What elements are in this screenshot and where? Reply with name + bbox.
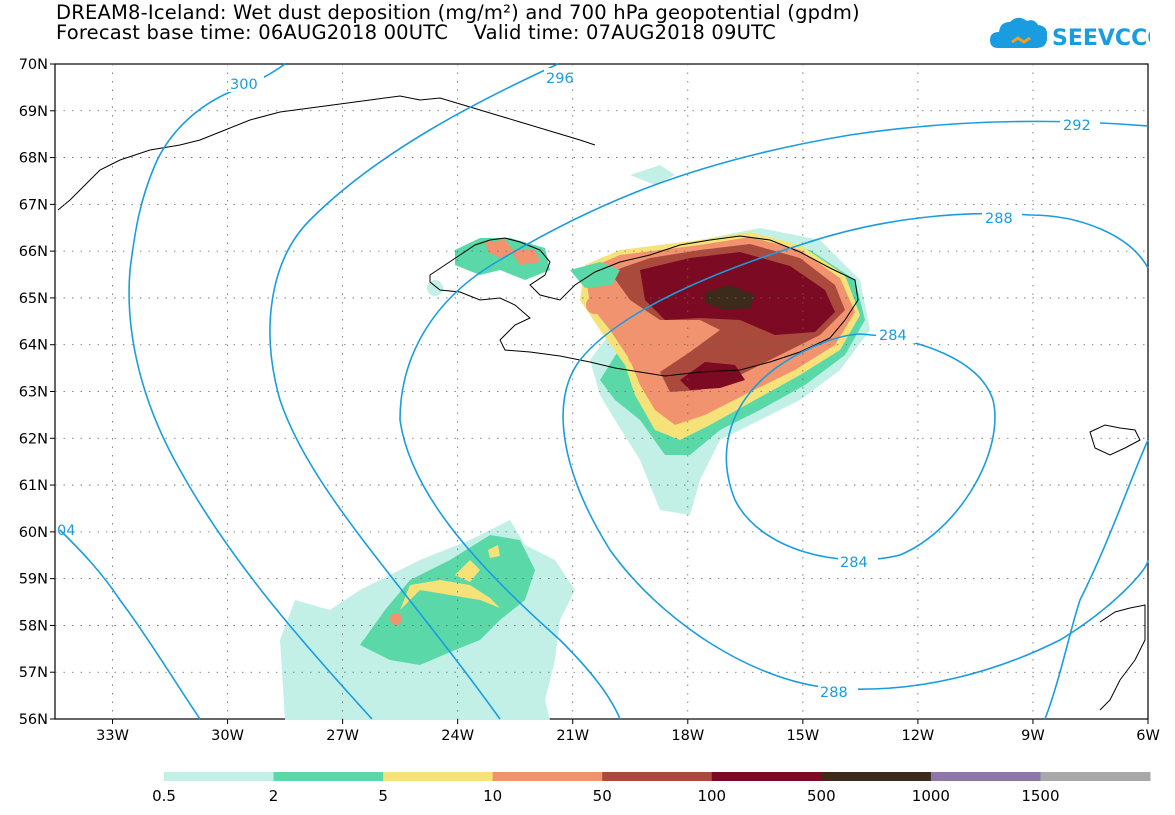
legend-swatch: [164, 772, 275, 781]
legend-swatch: [492, 772, 603, 781]
legend-swatch: [273, 772, 384, 781]
lat-label: 63N: [19, 385, 48, 401]
contour-292: [399, 120, 1149, 720]
dust-area-orange: [390, 613, 402, 625]
legend: 0.5 2 5 10 50 100 500 1000 1500: [152, 772, 1151, 805]
contour-label-284b: 284: [840, 555, 868, 571]
lon-label: 18W: [671, 728, 704, 744]
dust-area-orange: [510, 250, 540, 265]
contour-label-284: 284: [879, 328, 907, 344]
lat-label: 64N: [19, 338, 48, 354]
logo-text: SEEVCCC: [1052, 26, 1150, 51]
lon-label: 33W: [96, 728, 129, 744]
contour-label-300: 300: [230, 77, 258, 93]
legend-label: 10: [483, 787, 502, 805]
legend-swatch: [821, 772, 932, 781]
lon-label: 9W: [1021, 728, 1045, 744]
lon-label: 6W: [1136, 728, 1160, 744]
geopotential-contours: [59, 63, 1149, 720]
cloud-icon: [990, 17, 1048, 48]
contour-288: [562, 212, 1149, 690]
lat-label: 66N: [19, 244, 48, 260]
legend-swatch: [602, 772, 713, 781]
dust-area-black: [705, 285, 755, 310]
legend-label: 500: [807, 787, 836, 805]
contour-296: [269, 63, 559, 720]
legend-swatch: [711, 772, 822, 781]
lat-label: 70N: [19, 57, 48, 73]
map-title: DREAM8-Iceland: Wet dust deposition (mg/…: [56, 1, 860, 24]
seevccc-logo: SEEVCCC: [990, 17, 1150, 51]
lon-label: 21W: [556, 728, 589, 744]
dust-area-light: [427, 280, 443, 296]
contour-300: [128, 63, 373, 720]
lat-label: 62N: [19, 431, 48, 447]
legend-label: 1000: [912, 787, 950, 805]
dust-area-orange: [586, 296, 604, 314]
contour-label-292: 292: [1063, 118, 1091, 134]
lon-label: 24W: [441, 728, 474, 744]
dust-area-darkred: [680, 362, 745, 390]
lon-label: 27W: [326, 728, 359, 744]
contour-label-288b: 288: [820, 685, 848, 701]
contour-label-304: 04: [57, 523, 75, 539]
contour-labels: 300 296 292 288 284 284 288 04: [57, 68, 1100, 701]
legend-label: 2: [269, 787, 279, 805]
contour-284: [725, 333, 996, 561]
lat-label: 57N: [19, 665, 48, 681]
lon-label: 30W: [211, 728, 244, 744]
contour-304: [59, 529, 201, 720]
legend-label: 0.5: [152, 787, 176, 805]
lat-label: 60N: [19, 525, 48, 541]
iceland-coast: [429, 235, 859, 377]
lon-label: 12W: [901, 728, 934, 744]
legend-label: 50: [593, 787, 612, 805]
dust-area-orange: [485, 240, 515, 258]
map-subtitle: Forecast base time: 06AUG2018 00UTC Vali…: [56, 21, 776, 44]
lat-label: 68N: [19, 151, 48, 167]
dust-area-yellow: [400, 580, 500, 610]
faroe-coast: [1089, 424, 1141, 456]
shetland-coast: [1099, 604, 1146, 711]
legend-label: 5: [378, 787, 388, 805]
lat-label: 67N: [19, 197, 48, 213]
dust-area-green: [630, 165, 675, 185]
lat-label: 61N: [19, 478, 48, 494]
legend-swatch: [1040, 772, 1151, 781]
contour-288b: [1044, 439, 1149, 720]
graticule: [50, 63, 1149, 724]
greenland-coast: [57, 95, 596, 211]
longitude-labels: 33W 30W 27W 24W 21W 18W 15W 12W 9W 6W: [96, 728, 1160, 744]
legend-swatch: [930, 772, 1041, 781]
legend-label: 1500: [1021, 787, 1059, 805]
legend-swatch: [383, 772, 494, 781]
dust-area-orange: [628, 346, 648, 366]
legend-label: 100: [697, 787, 726, 805]
dust-deposition-shading: [280, 165, 870, 720]
latitude-labels: 70N 69N 68N 67N 66N 65N 64N 63N 62N 61N 60N 59N 58N 5…: [19, 57, 48, 728]
lat-label: 58N: [19, 618, 48, 634]
lat-label: 65N: [19, 291, 48, 307]
dust-area-green: [570, 262, 620, 288]
lat-label: 56N: [19, 712, 48, 728]
lat-label: 59N: [19, 572, 48, 588]
dust-area-green: [360, 535, 535, 665]
contour-label-296: 296: [546, 71, 574, 87]
lon-label: 15W: [786, 728, 819, 744]
coastlines: [57, 95, 1146, 711]
dust-area-yellow: [488, 545, 500, 558]
lat-label: 69N: [19, 104, 48, 120]
contour-label-288: 288: [985, 211, 1013, 227]
dust-area-yellow: [455, 560, 480, 582]
